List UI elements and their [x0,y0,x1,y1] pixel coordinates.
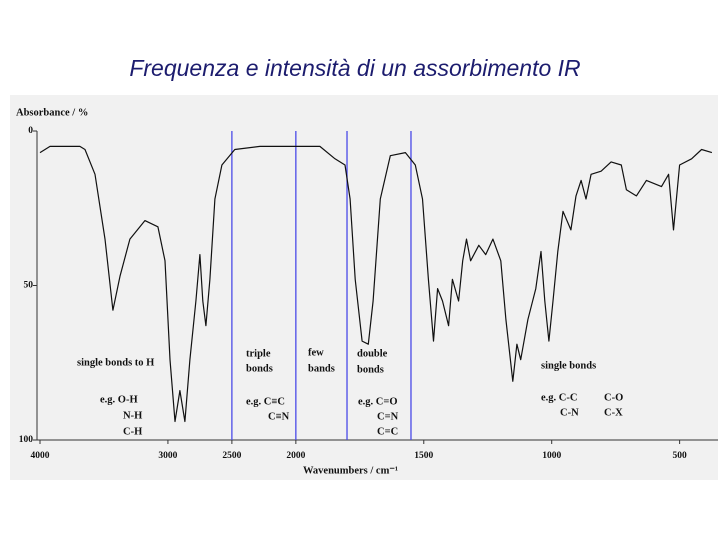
y-tick-label: 100 [19,435,34,445]
annotation: N-H [123,410,142,421]
x-tick-label: 1000 [542,451,561,461]
x-tick-label: 2000 [286,451,305,461]
annotation: double [357,348,388,359]
x-tick-label: 4000 [31,451,50,461]
annotation: e.g. O-H [100,394,138,405]
slide-title: Frequenza e intensità di un assorbimento… [129,55,580,81]
annotation: bonds [246,363,273,374]
annotation: e.g. C≡C [246,396,285,407]
annotation: C-N [560,407,579,418]
x-tick-label: 500 [672,451,687,461]
y-axis-label: Absorbance / % [16,107,88,118]
annotation: C-X [604,407,623,418]
annotation: C-O [604,392,623,403]
annotation: bonds [357,364,384,375]
x-axis-label: Wavenumbers / cm⁻¹ [303,465,398,476]
annotation: bands [308,363,335,374]
x-tick-label: 3000 [158,451,177,461]
x-tick-label: 1500 [414,451,433,461]
spectrum-panel [10,95,718,480]
annotation: few [308,347,324,358]
x-tick-label: 2500 [222,451,241,461]
spectrum-line [39,145,713,423]
annotation: C=N [377,411,399,422]
annotation: single bonds to H [77,357,154,368]
y-tick-label: 50 [24,281,34,291]
annotation: C=C [377,426,398,437]
y-tick-label: 0 [28,126,33,136]
annotation: C-H [123,426,142,437]
annotation: e.g. C-C [541,392,577,403]
annotation: C≡N [268,411,290,422]
annotation: e.g. C=O [358,396,398,407]
annotation: single bonds [541,360,596,371]
annotation: triple [246,348,271,359]
